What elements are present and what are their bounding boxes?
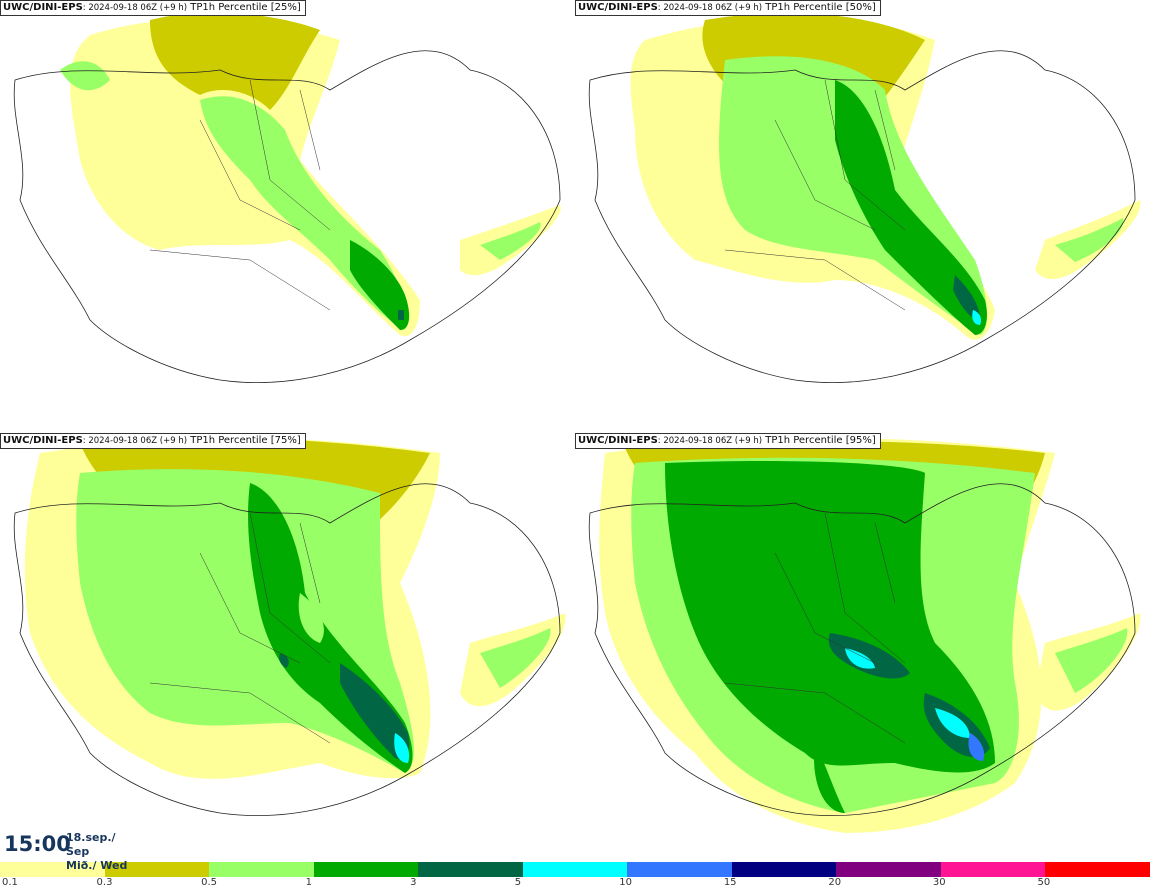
valid-time: 15:00	[4, 832, 71, 856]
panel-title: UWC/DINI-EPS: 2024-09-18 06Z (+9 h) TP1h…	[0, 433, 306, 449]
map-panel-p95: UWC/DINI-EPS: 2024-09-18 06Z (+9 h) TP1h…	[575, 433, 1150, 866]
color-scale-swatch	[1045, 862, 1150, 877]
panel-title: UWC/DINI-EPS: 2024-09-18 06Z (+9 h) TP1h…	[575, 0, 881, 16]
color-scale-tick-label: 5	[514, 877, 522, 888]
color-scale-tick-label: 1	[305, 877, 312, 888]
color-scale	[0, 862, 1150, 877]
precip-map	[13, 437, 566, 816]
color-scale-swatch	[313, 862, 419, 877]
color-scale-tick-label: 20	[828, 877, 842, 888]
color-scale-tick-label: 30	[932, 877, 946, 888]
precip-map	[13, 12, 561, 383]
color-scale-ticks: 0.1 0.3 0.5 1 3 5 10 15 20 30 50	[0, 877, 1150, 891]
color-scale-swatch	[209, 862, 314, 877]
color-scale-swatch	[627, 862, 732, 877]
color-scale-swatch	[731, 862, 837, 877]
color-scale-tick-label: 0.3	[96, 877, 113, 888]
map-panel-p50: UWC/DINI-EPS: 2024-09-18 06Z (+9 h) TP1h…	[575, 0, 1150, 433]
panel-title: UWC/DINI-EPS: 2024-09-18 06Z (+9 h) TP1h…	[575, 433, 881, 449]
color-scale-swatch	[940, 862, 1046, 877]
color-scale-swatch	[418, 862, 523, 877]
precip-map	[588, 12, 1141, 383]
valid-time-box: 15:00 18.sep./ Sep Mið./ Wed	[0, 828, 133, 872]
color-scale-swatch	[104, 862, 210, 877]
color-scale-tick-label: 10	[619, 877, 632, 888]
color-scale-swatch	[0, 862, 105, 877]
color-scale-tick-label: 15	[723, 877, 737, 888]
valid-date-line1: 18.sep./ Sep	[66, 831, 116, 858]
valid-date: 18.sep./ Sep Mið./ Wed	[66, 831, 133, 873]
color-scale-swatch	[836, 862, 941, 877]
color-scale-tick-label: 0.1	[2, 877, 18, 888]
precip-map	[588, 438, 1141, 833]
color-scale-tick-label: 0.5	[201, 877, 217, 888]
valid-date-line2: Mið./ Wed	[66, 859, 128, 872]
color-scale-swatch	[522, 862, 628, 877]
map-panel-p75: UWC/DINI-EPS: 2024-09-18 06Z (+9 h) TP1h…	[0, 433, 575, 866]
panel-title: UWC/DINI-EPS: 2024-09-18 06Z (+9 h) TP1h…	[0, 0, 306, 16]
color-scale-tick-label: 50	[1037, 877, 1051, 888]
map-panel-p25: UWC/DINI-EPS: 2024-09-18 06Z (+9 h) TP1h…	[0, 0, 575, 433]
color-scale-tick-label: 3	[410, 877, 417, 888]
